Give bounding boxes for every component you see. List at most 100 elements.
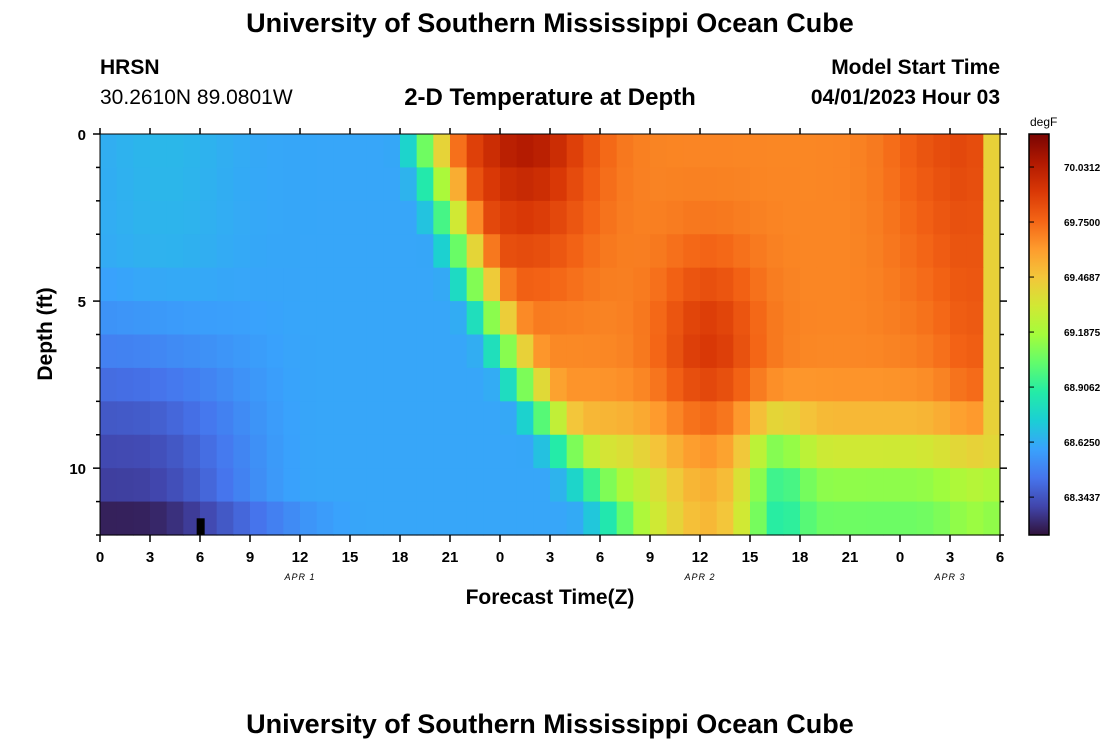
heatmap-cell	[933, 501, 951, 536]
heatmap-cells	[100, 134, 1001, 536]
heatmap-cell	[350, 167, 368, 202]
heatmap-cell	[733, 167, 751, 202]
heatmap-cell	[383, 267, 401, 302]
heatmap-cell	[450, 401, 468, 436]
heatmap-cell	[716, 468, 734, 503]
heatmap-cell	[816, 234, 834, 269]
heatmap-cell	[100, 367, 118, 402]
heatmap-cell	[716, 301, 734, 336]
heatmap-cell	[650, 301, 668, 336]
heatmap-cell	[733, 301, 751, 336]
heatmap-cell	[283, 334, 301, 369]
model-start-value: 04/01/2023 Hour 03	[810, 86, 1000, 109]
heatmap-cell	[516, 234, 534, 269]
heatmap-cell	[150, 367, 168, 402]
heatmap-cell	[166, 434, 184, 469]
heatmap-cell	[350, 200, 368, 235]
heatmap-cell	[166, 334, 184, 369]
x-tick-label: 9	[646, 549, 654, 566]
heatmap-cell	[500, 167, 518, 202]
heatmap-cell	[300, 401, 318, 436]
heatmap-cell	[866, 401, 884, 436]
y-tick-label: 0	[78, 127, 86, 144]
heatmap-cell	[283, 301, 301, 336]
heatmap-cell	[700, 167, 718, 202]
heatmap-cell	[883, 501, 901, 536]
heatmap-cell	[166, 134, 184, 169]
heatmap-cell	[533, 334, 551, 369]
y-axis-label: Depth (ft)	[34, 287, 57, 380]
heatmap-cell	[516, 267, 534, 302]
heatmap-cell	[983, 267, 1001, 302]
heatmap-cell	[233, 200, 251, 235]
heatmap-cell	[550, 167, 568, 202]
heatmap-cell	[383, 301, 401, 336]
heatmap-cell	[400, 434, 418, 469]
heatmap-cell	[166, 468, 184, 503]
heatmap-cell	[200, 134, 218, 169]
heatmap-cell	[983, 468, 1001, 503]
heatmap-cell	[816, 468, 834, 503]
heatmap-cell	[583, 134, 601, 169]
heatmap-cell	[650, 200, 668, 235]
heatmap-cell	[850, 167, 868, 202]
heatmap-cell	[150, 234, 168, 269]
heatmap-cell	[116, 367, 134, 402]
heatmap-cell	[166, 301, 184, 336]
heatmap-cell	[966, 367, 984, 402]
heatmap-cell	[466, 267, 484, 302]
heatmap-cell	[700, 267, 718, 302]
heatmap-cell	[533, 367, 551, 402]
heatmap-cell	[216, 301, 234, 336]
heatmap-cell	[766, 501, 784, 536]
heatmap-cell	[216, 367, 234, 402]
heatmap-cell	[200, 334, 218, 369]
heatmap-cell	[916, 434, 934, 469]
heatmap-cell	[383, 401, 401, 436]
heatmap-cell	[950, 301, 968, 336]
heatmap-cell	[383, 234, 401, 269]
heatmap-cell	[716, 401, 734, 436]
heatmap-cell	[350, 267, 368, 302]
heatmap-cell	[800, 267, 818, 302]
heatmap-cell	[116, 134, 134, 169]
heatmap-cell	[250, 200, 268, 235]
heatmap-cell	[433, 367, 451, 402]
heatmap-cell	[833, 468, 851, 503]
heatmap-cell	[633, 134, 651, 169]
heatmap-cell	[366, 401, 384, 436]
heatmap-cell	[833, 367, 851, 402]
heatmap-cell	[416, 501, 434, 536]
heatmap-cell	[333, 267, 351, 302]
heatmap-cell	[450, 267, 468, 302]
heatmap-cell	[383, 468, 401, 503]
plot-title-text: 2-D Temperature at Depth	[404, 84, 696, 111]
heatmap-cell	[533, 167, 551, 202]
heatmap-cell	[150, 200, 168, 235]
heatmap-cell	[716, 167, 734, 202]
heatmap-cell	[616, 401, 634, 436]
heatmap-cell	[600, 468, 618, 503]
heatmap-cell	[766, 434, 784, 469]
heatmap-cell	[716, 501, 734, 536]
heatmap-cell	[366, 434, 384, 469]
x-tick-label: 3	[546, 549, 554, 566]
heatmap-cell	[933, 267, 951, 302]
heatmap-cell	[500, 267, 518, 302]
heatmap-cell	[250, 434, 268, 469]
heatmap-cell	[166, 267, 184, 302]
heatmap-cell	[466, 134, 484, 169]
heatmap-cell	[966, 501, 984, 536]
heatmap-cell	[616, 367, 634, 402]
heatmap-cell	[883, 200, 901, 235]
heatmap-cell	[850, 134, 868, 169]
x-tick-label: 9	[246, 549, 254, 566]
heatmap-cell	[183, 167, 201, 202]
heatmap-cell	[400, 401, 418, 436]
heatmap-cell	[650, 134, 668, 169]
heatmap-cell	[233, 301, 251, 336]
heatmap-cell	[150, 167, 168, 202]
heatmap-cell	[283, 167, 301, 202]
heatmap-cell	[600, 334, 618, 369]
heatmap-cell	[166, 501, 184, 536]
